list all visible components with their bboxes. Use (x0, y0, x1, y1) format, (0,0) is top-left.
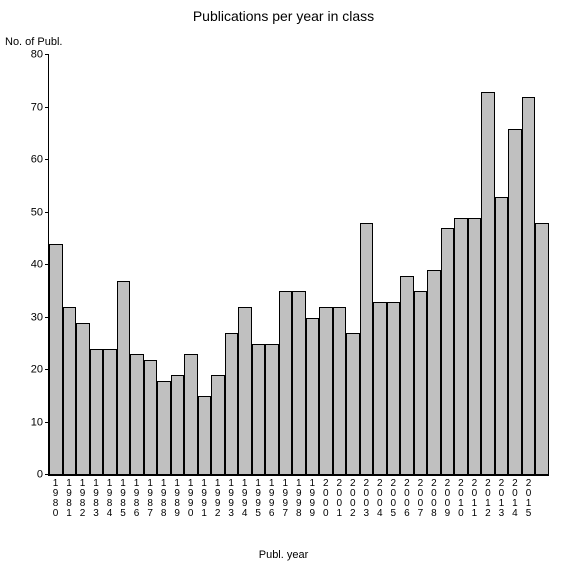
x-tick-label: 2000 (319, 479, 333, 519)
bar (333, 307, 347, 475)
bar (387, 302, 401, 475)
y-tick-mark (45, 422, 49, 423)
y-tick-mark (45, 369, 49, 370)
bar (414, 291, 428, 475)
x-tick-label: 1986 (130, 479, 144, 519)
bar (441, 228, 455, 475)
x-tick-label: 1995 (252, 479, 266, 519)
bar (535, 223, 549, 475)
x-tick-label: 2010 (454, 479, 468, 519)
x-tick-label: 2008 (427, 479, 441, 519)
x-tick-label: 2006 (400, 479, 414, 519)
x-tick-label: 2011 (468, 479, 482, 519)
y-axis-label: No. of Publ. (5, 36, 62, 48)
x-tick-label: 1994 (238, 479, 252, 519)
x-tick-label: 1987 (144, 479, 158, 519)
bar (117, 281, 131, 475)
y-tick-mark (45, 264, 49, 265)
bar (319, 307, 333, 475)
bar (76, 323, 90, 475)
x-tick-label: 1984 (103, 479, 117, 519)
bar (252, 344, 266, 475)
y-tick-mark (45, 54, 49, 55)
bar (481, 92, 495, 475)
y-tick-label: 20 (31, 365, 43, 376)
x-tick-label: 1992 (211, 479, 225, 519)
x-tick-label: 2015 (522, 479, 536, 519)
bar (63, 307, 77, 475)
bar (360, 223, 374, 475)
bar (49, 244, 63, 475)
bar (400, 276, 414, 476)
bar (427, 270, 441, 475)
bar (292, 291, 306, 475)
x-tick-label: 2014 (508, 479, 522, 519)
bar (184, 354, 198, 475)
bar (279, 291, 293, 475)
bar (495, 197, 509, 475)
bar (130, 354, 144, 475)
x-tick-label: 1998 (292, 479, 306, 519)
x-tick-label: 1988 (157, 479, 171, 519)
x-tick-label: 2007 (414, 479, 428, 519)
x-tick-label: 1993 (225, 479, 239, 519)
x-axis-label: Publ. year (0, 549, 567, 561)
bar (144, 360, 158, 476)
bar (171, 375, 185, 475)
bar (522, 97, 536, 475)
bar (346, 333, 360, 475)
bar (225, 333, 239, 475)
y-tick-mark (45, 107, 49, 108)
bar (306, 318, 320, 476)
x-tick-label: 2012 (481, 479, 495, 519)
x-tick-label: 2002 (346, 479, 360, 519)
x-tick-label: 1991 (198, 479, 212, 519)
plot-area: 0102030405060708019801981198219831984198… (48, 55, 549, 476)
bar (508, 129, 522, 476)
x-tick-label: 2005 (387, 479, 401, 519)
y-tick-label: 60 (31, 155, 43, 166)
bar (198, 396, 212, 475)
chart-container: Publications per year in class No. of Pu… (0, 0, 567, 567)
bars-group (49, 55, 549, 475)
y-tick-label: 40 (31, 260, 43, 271)
x-tick-label: 2004 (373, 479, 387, 519)
y-tick-mark (45, 317, 49, 318)
y-tick-label: 0 (37, 470, 43, 481)
bar (468, 218, 482, 475)
y-tick-label: 70 (31, 102, 43, 113)
x-tick-label: 1985 (117, 479, 131, 519)
x-tick-label: 1999 (306, 479, 320, 519)
x-tick-label: 1982 (76, 479, 90, 519)
x-tick-label: 1997 (279, 479, 293, 519)
x-tick-label: 1980 (49, 479, 63, 519)
x-tick-label: 2013 (495, 479, 509, 519)
x-tick-label: 1981 (63, 479, 77, 519)
bar (373, 302, 387, 475)
x-tick-label: 2003 (360, 479, 374, 519)
y-tick-mark (45, 159, 49, 160)
y-tick-mark (45, 474, 49, 475)
x-tick-label: 2009 (441, 479, 455, 519)
bar (238, 307, 252, 475)
y-tick-label: 10 (31, 417, 43, 428)
bar (103, 349, 117, 475)
bar (90, 349, 104, 475)
bar (157, 381, 171, 476)
bar (454, 218, 468, 475)
x-tick-label: 1989 (171, 479, 185, 519)
x-tick-label: 1983 (90, 479, 104, 519)
bar (265, 344, 279, 475)
y-tick-label: 80 (31, 50, 43, 61)
y-tick-label: 50 (31, 207, 43, 218)
chart-title: Publications per year in class (0, 8, 567, 24)
x-tick-label: 2001 (333, 479, 347, 519)
x-tick-label: 1990 (184, 479, 198, 519)
x-tick-label: 1996 (265, 479, 279, 519)
y-tick-mark (45, 212, 49, 213)
y-tick-label: 30 (31, 312, 43, 323)
bar (211, 375, 225, 475)
